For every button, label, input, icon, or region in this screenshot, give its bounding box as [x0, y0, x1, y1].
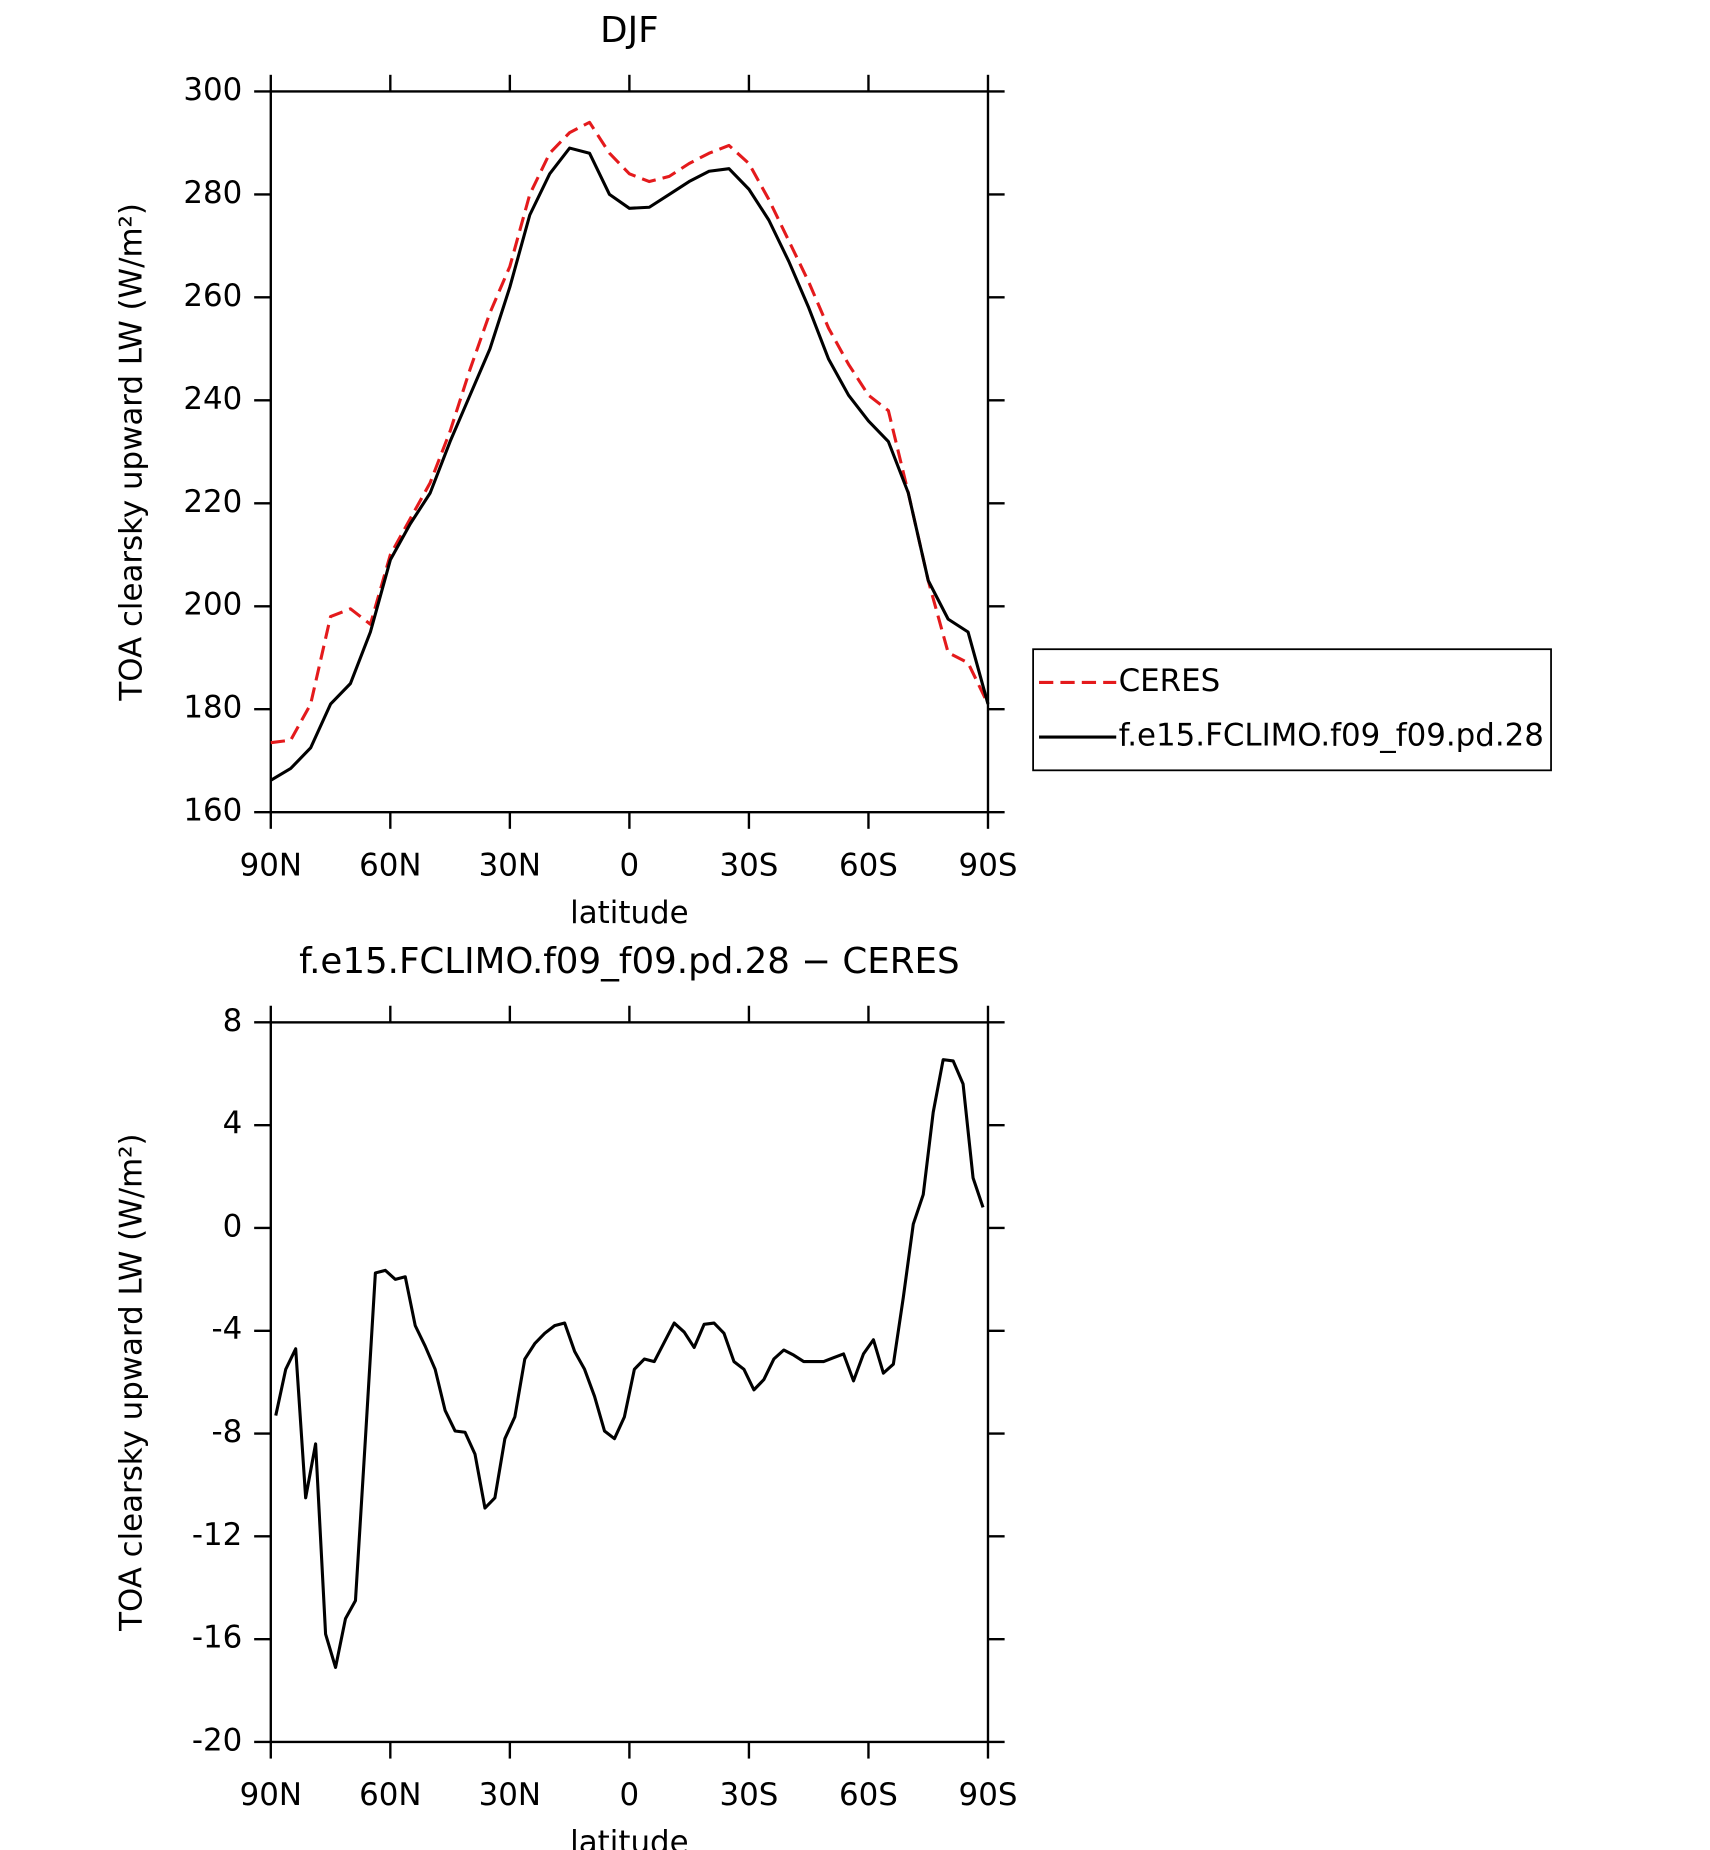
y-tick-label: -4	[212, 1311, 243, 1347]
data-line	[270, 146, 990, 782]
y-tick-label: 4	[223, 1106, 243, 1142]
legend: CERES f.e15.FCLIMO.f09_f09.pd.28	[1032, 648, 1552, 772]
legend-label: CERES	[1119, 663, 1221, 699]
chart-title: f.e15.FCLIMO.f09_f09.pd.28 − CERES	[299, 941, 959, 982]
x-tick-label: 90N	[240, 1777, 302, 1813]
x-tick-label: 60N	[359, 1777, 421, 1813]
x-tick-label: 30S	[719, 1777, 778, 1813]
y-tick-label: 160	[183, 793, 242, 829]
y-tick-label: 8	[223, 1003, 243, 1039]
x-tick-label: 30S	[719, 847, 778, 883]
legend-box	[1032, 648, 1552, 772]
y-tick-label: -8	[212, 1414, 243, 1450]
data-line	[270, 120, 990, 745]
y-tick-label: 300	[183, 72, 242, 108]
x-axis-label: latitude	[570, 1825, 688, 1850]
chart-title: DJF	[600, 10, 658, 51]
y-tick-label: 200	[183, 587, 242, 623]
legend-label: f.e15.FCLIMO.f09_f09.pd.28	[1119, 718, 1544, 754]
x-tick-label: 30N	[479, 1777, 541, 1813]
y-tick-label: -12	[192, 1517, 242, 1553]
y-axis-label: TOA clearsky upward LW (W/m²)	[114, 1133, 150, 1632]
x-tick-label: 90S	[959, 1777, 1018, 1813]
x-tick-label: 60N	[359, 847, 421, 883]
x-axis-label: latitude	[570, 895, 688, 931]
y-tick-label: 0	[223, 1208, 243, 1244]
x-tick-label: 0	[620, 1777, 640, 1813]
x-tick-label: 90S	[959, 847, 1018, 883]
y-tick-label: 240	[183, 381, 242, 417]
data-line	[274, 1058, 985, 1669]
y-tick-label: 280	[183, 175, 242, 211]
y-tick-label: 180	[183, 690, 242, 726]
y-axis-label: TOA clearsky upward LW (W/m²)	[114, 203, 150, 702]
x-tick-label: 90N	[240, 847, 302, 883]
y-tick-label: 220	[183, 484, 242, 520]
x-tick-label: 30N	[479, 847, 541, 883]
x-tick-label: 0	[620, 847, 640, 883]
y-tick-label: 260	[183, 278, 242, 314]
y-tick-label: -20	[192, 1722, 242, 1758]
y-tick-label: -16	[192, 1620, 242, 1656]
x-tick-label: 60S	[839, 847, 898, 883]
x-tick-label: 60S	[839, 1777, 898, 1813]
